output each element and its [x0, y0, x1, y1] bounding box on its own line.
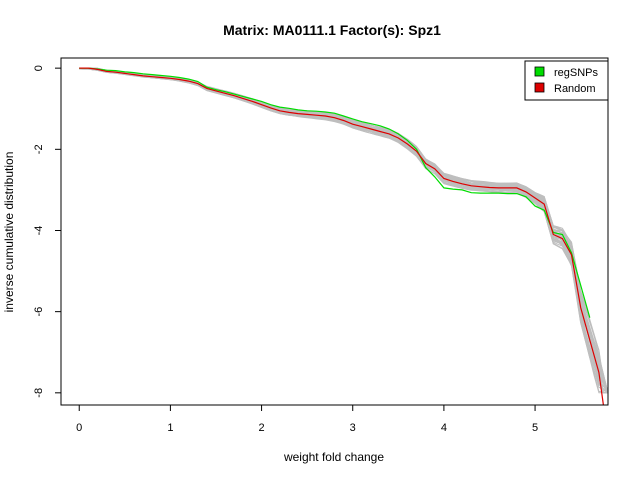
x-tick-label: 1 — [167, 422, 173, 434]
random-run-line — [79, 68, 608, 394]
random-run-line — [79, 67, 609, 394]
chart-title: Matrix: MA0111.1 Factor(s): Spz1 — [223, 22, 441, 38]
y-tick-label: -8 — [33, 388, 45, 398]
series-line-random — [79, 67, 604, 406]
legend-label-regsnps: regSNPs — [554, 67, 599, 79]
y-tick-label: -4 — [33, 226, 45, 236]
y-tick-label: -6 — [33, 307, 45, 317]
legend-swatch-regsnps — [534, 66, 545, 77]
legend-label-random: Random — [554, 83, 596, 95]
x-tick-label: 5 — [532, 422, 538, 434]
y-axis-label: inverse cumulative distribution — [2, 152, 16, 313]
y-tick-label: -2 — [33, 144, 45, 154]
legend-swatch-random — [534, 82, 545, 93]
x-tick-label: 3 — [350, 422, 356, 434]
x-axis-label: weight fold change — [283, 450, 384, 464]
x-tick-label: 0 — [76, 422, 82, 434]
series-line-regsnps — [79, 67, 591, 318]
series-lines — [79, 67, 604, 406]
y-tick-label: 0 — [33, 65, 45, 71]
x-axis: 0 1 2 3 4 5 — [76, 404, 538, 434]
x-tick-label: 2 — [259, 422, 265, 434]
x-tick-label: 4 — [441, 422, 447, 434]
legend: regSNPs Random — [524, 60, 609, 101]
y-axis: 0 -2 -4 -6 -8 — [33, 65, 62, 398]
